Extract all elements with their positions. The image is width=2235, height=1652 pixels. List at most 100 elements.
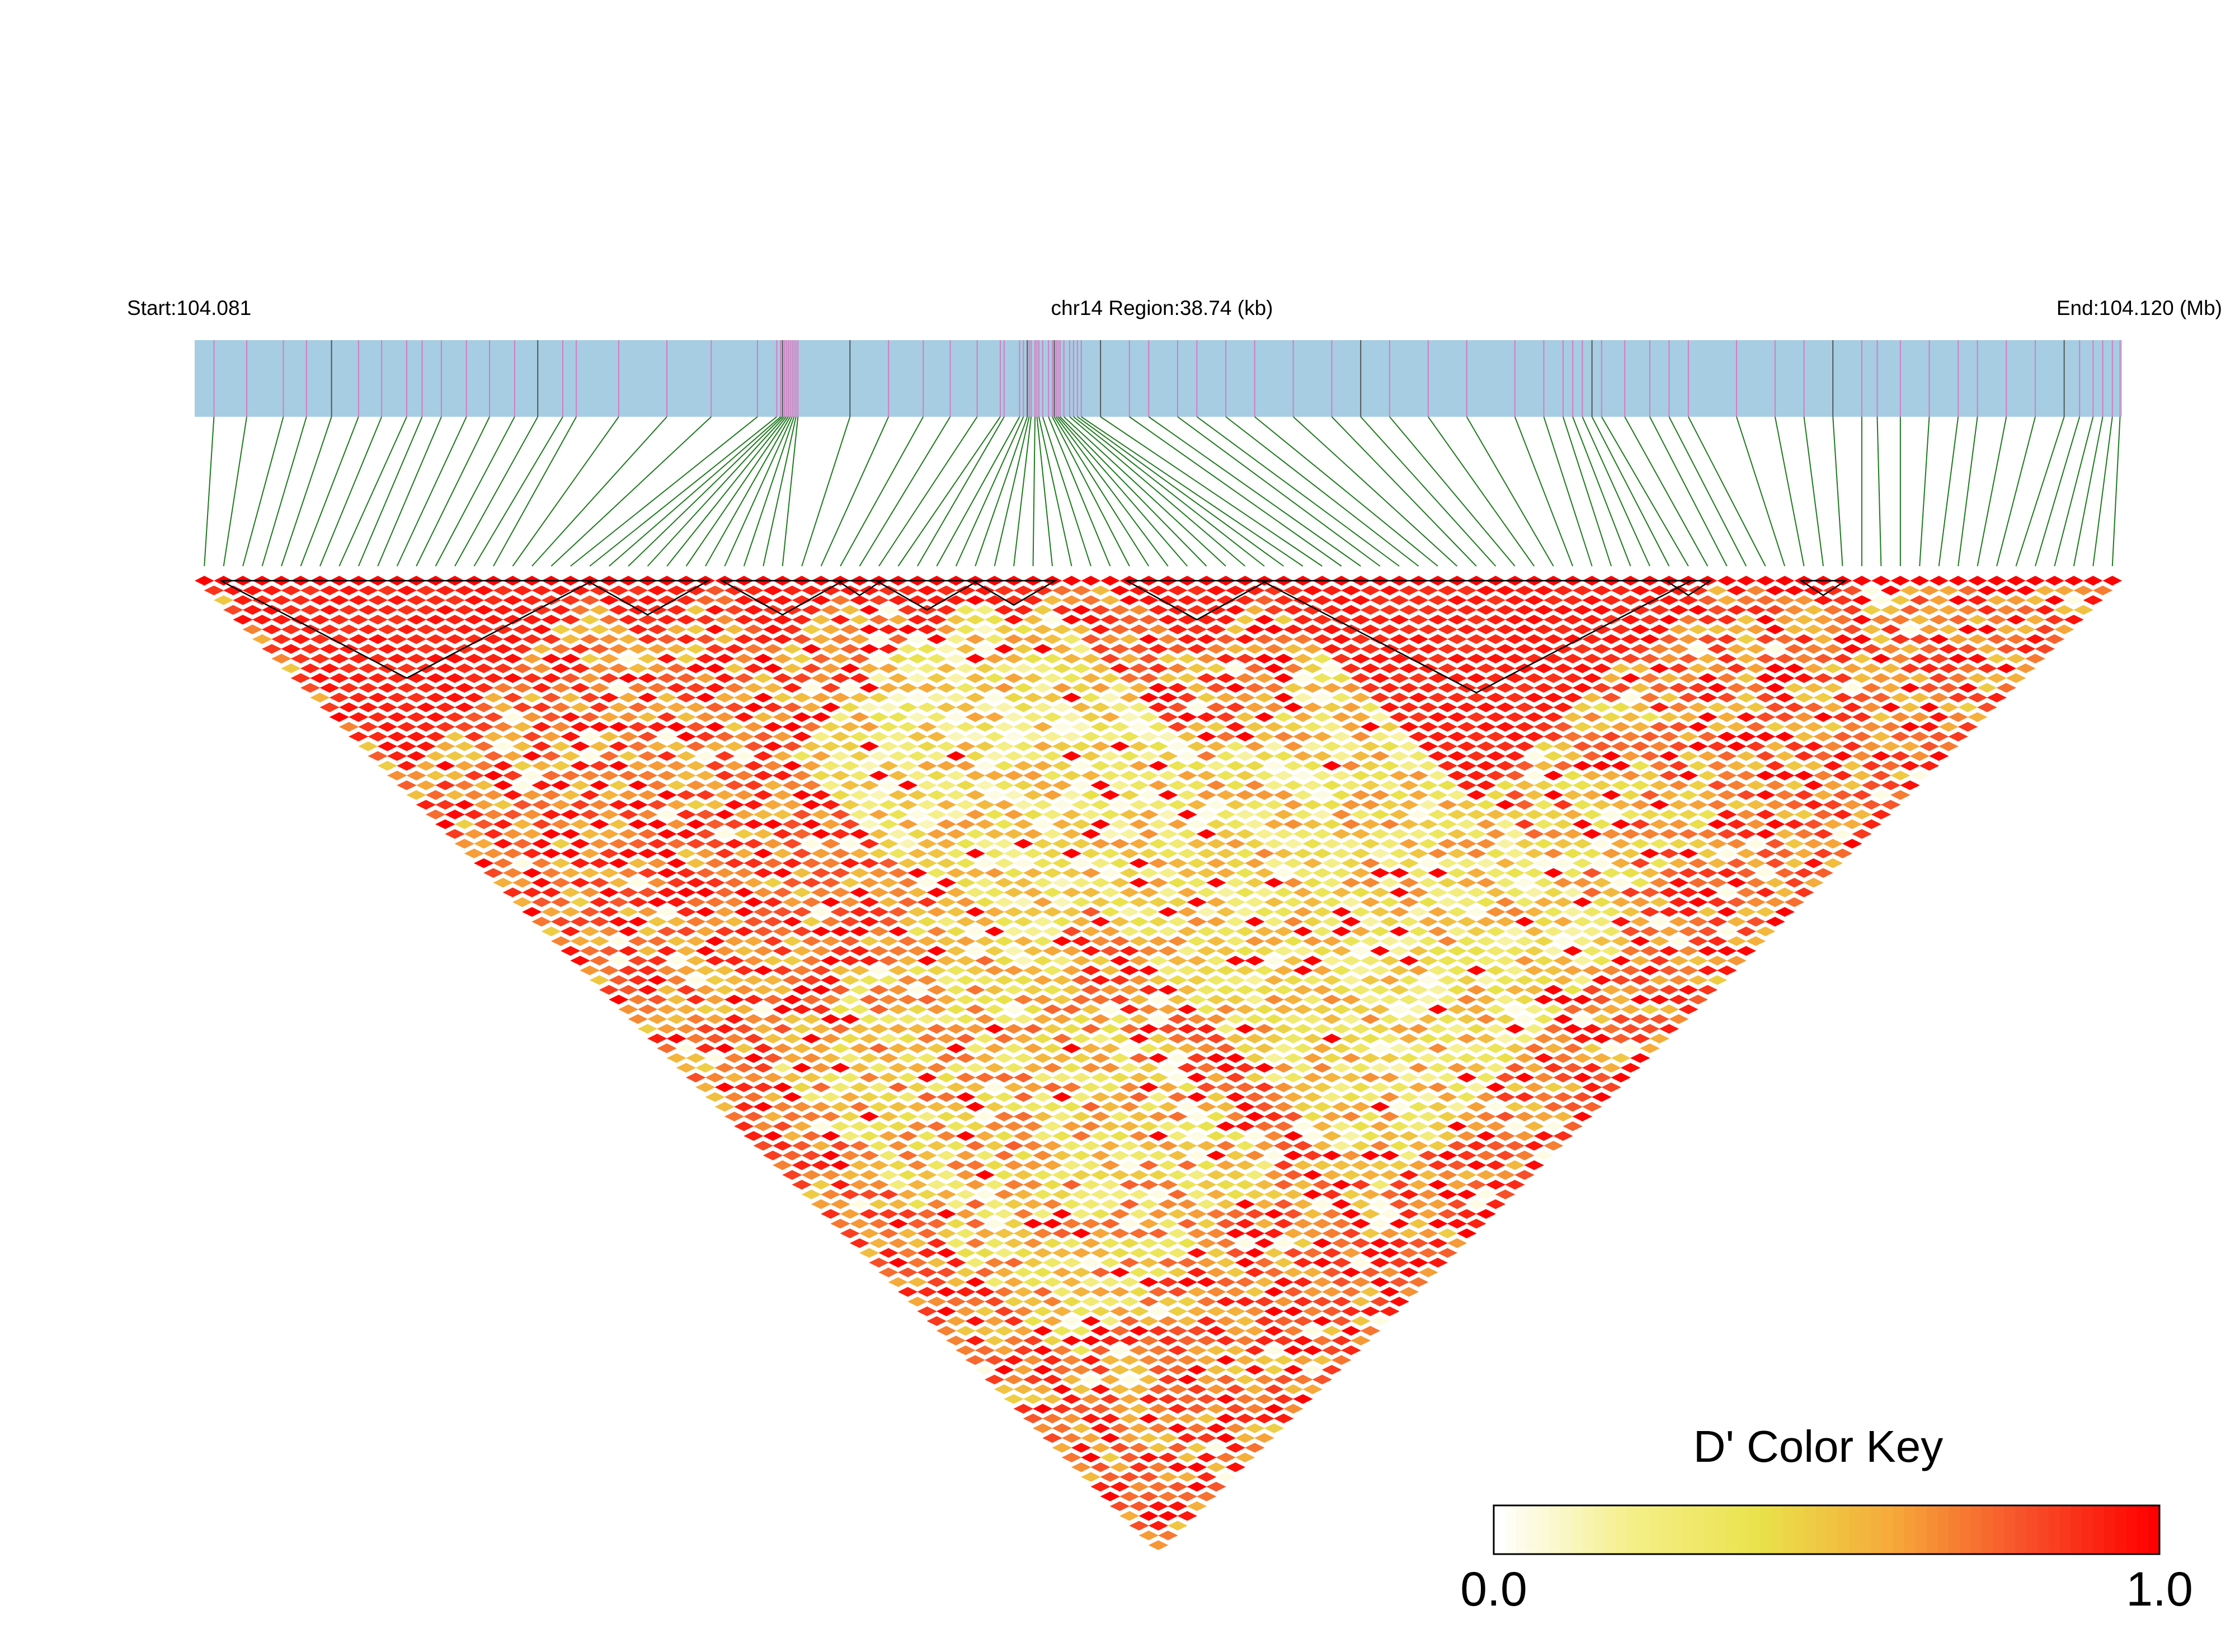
ld-cell [1148, 1345, 1169, 1356]
ld-cell [1592, 683, 1612, 693]
ld-cell [1485, 985, 1506, 995]
ld-cell [1418, 1189, 1438, 1199]
ld-cell [917, 1014, 937, 1024]
ld-cell [1042, 829, 1062, 839]
ld-cell [1004, 907, 1024, 917]
ld-cell [1553, 585, 1573, 596]
ld-cell [550, 702, 571, 713]
ld-cell [676, 1043, 697, 1053]
ld-cell [685, 975, 706, 985]
ld-cell [1476, 819, 1496, 830]
ld-cell [897, 683, 918, 693]
ld-cell [1697, 868, 1718, 878]
ld-cell [1119, 1063, 1140, 1073]
ld-cell [1360, 936, 1381, 947]
ld-cell [734, 907, 754, 917]
ld-cell [1177, 1296, 1197, 1307]
ld-cell [1437, 644, 1458, 654]
ld-cell [502, 653, 523, 664]
ld-cell [368, 653, 388, 664]
ld-cell [859, 780, 879, 790]
ld-cell [531, 878, 552, 888]
ld-cell [1302, 1326, 1323, 1336]
ld-cell [1495, 624, 1516, 634]
ld-cell [1543, 868, 1564, 878]
ld-cell [1177, 887, 1197, 897]
ld-cell [1100, 829, 1121, 839]
ld-cell [1071, 858, 1091, 868]
ld-cell [1119, 1141, 1140, 1151]
ld-cell [840, 702, 860, 713]
ld-cell [1071, 1229, 1091, 1239]
ld-cell [888, 712, 909, 722]
ld-cell [493, 644, 514, 654]
ld-cell [599, 614, 619, 625]
ld-cell [1456, 858, 1477, 868]
ld-cell [349, 614, 369, 625]
ld-cell [329, 653, 350, 664]
ld-cell [1871, 693, 1891, 703]
ld-cell [570, 897, 590, 907]
ld-cell [454, 663, 475, 674]
ld-cell [1264, 916, 1284, 927]
ld-cell [493, 683, 514, 693]
ld-cell [531, 761, 552, 771]
ld-cell [888, 770, 909, 780]
ld-cell [724, 975, 745, 985]
ld-cell [319, 605, 340, 615]
ld-cell [936, 702, 957, 713]
ld-cell [1466, 868, 1486, 878]
ld-cell [1158, 1316, 1178, 1326]
ld-cell [772, 926, 793, 936]
ld-cell [541, 868, 562, 878]
ld-cell [1293, 1316, 1313, 1326]
ld-cell [724, 878, 745, 888]
ld-cell [936, 819, 957, 830]
ld-cell [1216, 673, 1236, 683]
ld-cell [945, 1277, 966, 1287]
ld-cell [1823, 780, 1843, 790]
ld-cell [714, 1004, 735, 1014]
ld-cell [1428, 985, 1448, 995]
ld-cell [1148, 995, 1169, 1005]
ld-cell [1832, 712, 1853, 722]
snp-connector [550, 416, 712, 567]
ld-cell [1640, 887, 1660, 897]
ld-cell [1061, 868, 1082, 878]
ld-cell [1090, 605, 1111, 615]
ld-cell [878, 1170, 899, 1180]
ld-cell [1225, 605, 1246, 615]
ld-cell [1630, 1033, 1650, 1044]
ld-cell [926, 887, 947, 897]
snp-connector [994, 416, 1030, 567]
ld-cell [1572, 839, 1593, 849]
ld-cell [1004, 1296, 1024, 1307]
ld-cell [1283, 878, 1304, 888]
ld-cell [1283, 1229, 1304, 1239]
ld-cell [464, 790, 484, 800]
ld-cell [1302, 644, 1323, 654]
ld-cell [377, 605, 398, 615]
ld-cell [1380, 683, 1400, 693]
ld-cell [271, 634, 291, 644]
ld-cell [1389, 751, 1409, 761]
ld-cell [1235, 1335, 1255, 1346]
ld-cell [878, 1033, 899, 1044]
ld-cell [1168, 1423, 1188, 1433]
ld-cell [1158, 1433, 1178, 1443]
ld-cell [1158, 1511, 1178, 1521]
ld-cell [1418, 1267, 1438, 1278]
ld-cell [502, 712, 523, 722]
ld-cell [965, 829, 986, 839]
ld-cell [473, 644, 494, 654]
ld-cell [1119, 1043, 1140, 1053]
ld-cell [1592, 956, 1612, 966]
ld-cell [917, 585, 937, 596]
ld-cell [493, 605, 514, 615]
ld-cell [1640, 965, 1660, 976]
ld-cell [849, 829, 870, 839]
ld-cell [1225, 1189, 1246, 1199]
ld-cell [349, 595, 369, 605]
ld-cell [734, 790, 754, 800]
ld-cell [493, 624, 514, 634]
